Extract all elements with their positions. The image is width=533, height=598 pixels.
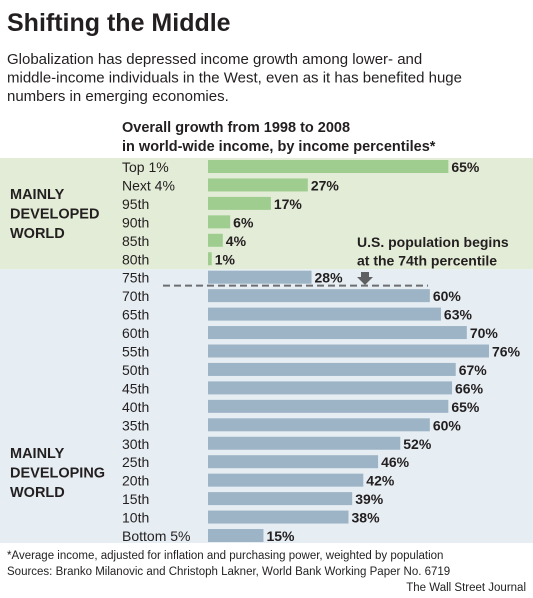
bar-11 — [208, 362, 456, 376]
value-label-0: 65% — [451, 159, 480, 175]
category-label-13: 40th — [122, 399, 149, 415]
bar-12 — [208, 381, 453, 395]
bar-19 — [208, 510, 349, 524]
bar-13 — [208, 399, 449, 413]
value-label-8: 63% — [444, 307, 473, 323]
bar-7 — [208, 289, 430, 303]
bar-17 — [208, 473, 364, 487]
category-label-16: 25th — [122, 454, 149, 470]
region-label-2-line-3: WORLD — [10, 485, 65, 501]
value-label-5: 1% — [215, 251, 236, 267]
region-label-2-line-1: MAINLY — [10, 446, 65, 462]
source: Sources: Branko Milanovic and Christoph … — [7, 566, 450, 578]
bar-4 — [208, 233, 223, 247]
bar-5 — [208, 252, 212, 266]
bar-20 — [208, 529, 264, 542]
region-label-1-line-2: DEVELOPED — [10, 207, 99, 223]
category-label-1: Next 4% — [122, 177, 175, 193]
category-label-12: 45th — [122, 380, 149, 396]
category-label-3: 90th — [122, 214, 149, 230]
category-label-18: 15th — [122, 491, 149, 507]
value-label-12: 66% — [455, 380, 484, 396]
value-label-7: 60% — [433, 288, 462, 304]
footnote: *Average income, adjusted for inflation … — [7, 550, 443, 562]
region-label-1-line-1: MAINLY — [10, 187, 65, 203]
bar-10 — [208, 344, 489, 358]
bar-6 — [208, 270, 312, 284]
chart-subtitle: Globalization has depressed income growt… — [7, 51, 462, 105]
chart-title: Shifting the Middle — [7, 9, 231, 37]
bar-0 — [208, 160, 449, 173]
annotation-text-line-1: U.S. population begins — [357, 234, 509, 250]
value-label-1: 27% — [311, 177, 340, 193]
value-label-18: 39% — [355, 491, 384, 507]
value-label-17: 42% — [366, 473, 395, 489]
region-background-1 — [0, 158, 533, 270]
value-label-15: 52% — [403, 436, 432, 452]
bar-8 — [208, 307, 441, 321]
category-label-5: 80th — [122, 251, 149, 267]
value-label-16: 46% — [381, 454, 410, 470]
bar-2 — [208, 196, 271, 210]
value-label-11: 67% — [459, 362, 488, 378]
category-label-10: 55th — [122, 344, 149, 360]
value-label-3: 6% — [233, 214, 254, 230]
bar-15 — [208, 436, 401, 450]
category-label-19: 10th — [122, 510, 149, 526]
category-label-9: 60th — [122, 325, 149, 341]
value-label-19: 38% — [352, 510, 381, 526]
category-label-20: Bottom 5% — [122, 528, 190, 544]
bar-3 — [208, 215, 231, 229]
category-label-17: 20th — [122, 473, 149, 489]
region-label-1-line-3: WORLD — [10, 226, 65, 242]
value-label-10: 76% — [492, 344, 521, 360]
category-label-0: Top 1% — [122, 159, 169, 175]
category-label-8: 65th — [122, 307, 149, 323]
credit: The Wall Street Journal — [406, 582, 526, 594]
value-label-9: 70% — [470, 325, 499, 341]
category-label-14: 35th — [122, 417, 149, 433]
bar-9 — [208, 326, 467, 340]
annotation-arrow — [357, 272, 373, 285]
bar-16 — [208, 455, 379, 469]
category-label-4: 85th — [122, 233, 149, 249]
category-label-7: 70th — [122, 288, 149, 304]
region-label-2-line-2: DEVELOPING — [10, 466, 105, 482]
value-label-14: 60% — [433, 417, 462, 433]
value-label-20: 15% — [266, 528, 295, 544]
value-label-2: 17% — [274, 196, 303, 212]
category-label-2: 95th — [122, 196, 149, 212]
bar-14 — [208, 418, 430, 432]
annotation-text-line-2: at the 74th percentile — [357, 253, 497, 269]
chart-header-line-1: Overall growth from 1998 to 2008 — [122, 120, 350, 136]
value-label-13: 65% — [451, 399, 480, 415]
value-label-6: 28% — [315, 270, 344, 286]
chart-header-line-2: in world-wide income, by income percenti… — [122, 139, 436, 155]
bar-1 — [208, 178, 308, 192]
value-label-4: 4% — [226, 233, 247, 249]
category-label-6: 75th — [122, 270, 149, 286]
category-label-15: 30th — [122, 436, 149, 452]
category-label-11: 50th — [122, 362, 149, 378]
bar-18 — [208, 492, 353, 506]
